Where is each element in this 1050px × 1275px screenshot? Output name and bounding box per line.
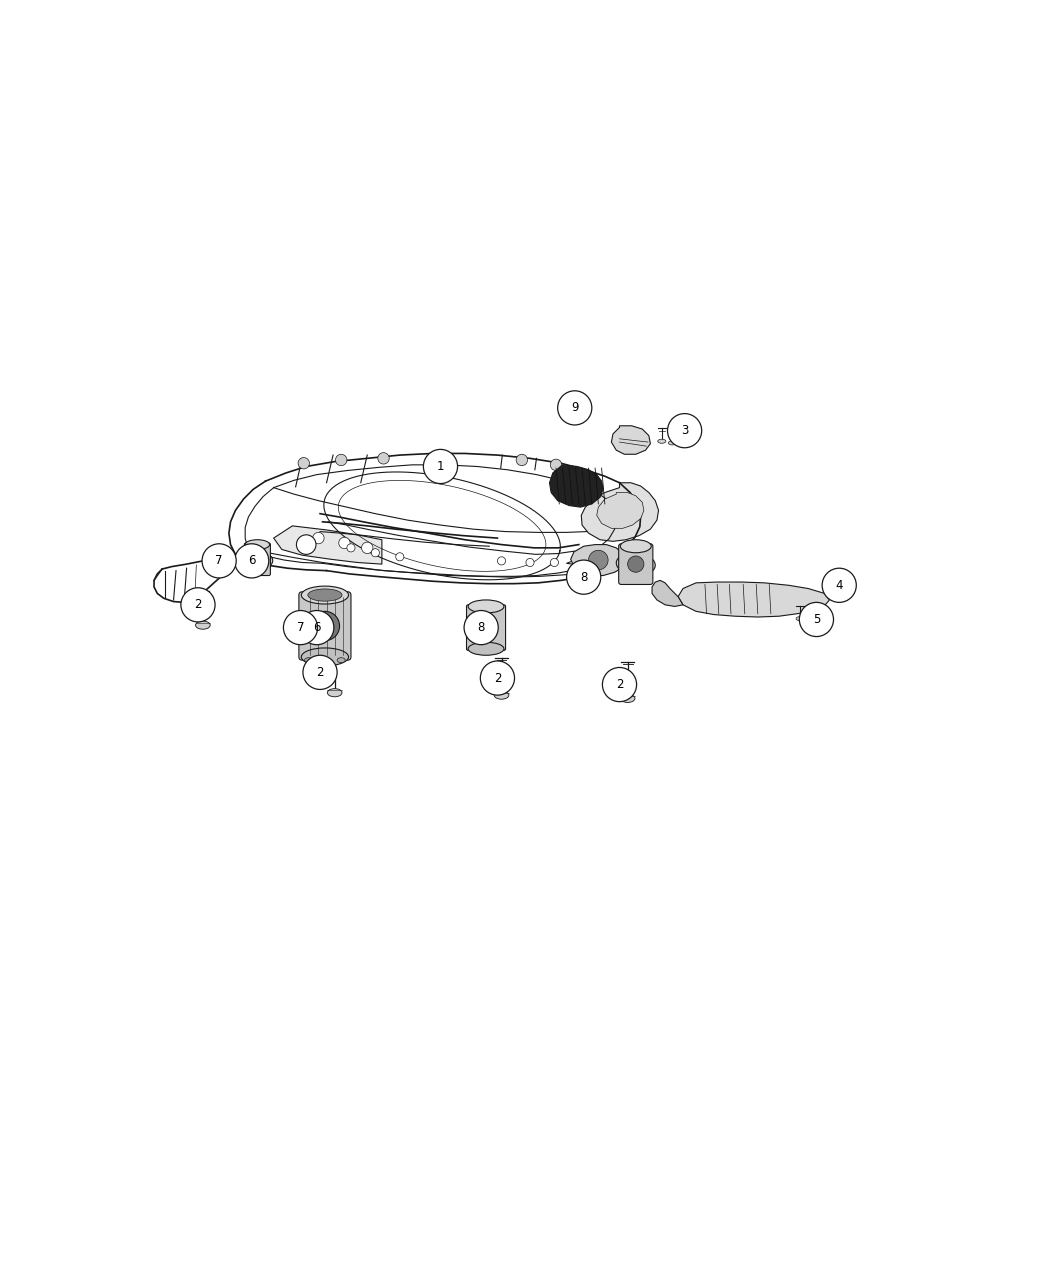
Polygon shape <box>571 544 626 575</box>
Circle shape <box>251 553 264 566</box>
Text: 6: 6 <box>313 621 320 634</box>
Circle shape <box>567 560 601 594</box>
Polygon shape <box>611 426 650 454</box>
Polygon shape <box>596 492 644 528</box>
Text: 3: 3 <box>680 425 689 437</box>
Polygon shape <box>678 581 830 617</box>
Text: 2: 2 <box>316 666 323 678</box>
FancyBboxPatch shape <box>618 543 653 584</box>
Circle shape <box>372 548 379 557</box>
Text: 8: 8 <box>580 571 587 584</box>
Circle shape <box>603 668 636 701</box>
Text: 8: 8 <box>478 621 485 634</box>
Ellipse shape <box>246 539 270 550</box>
Ellipse shape <box>304 658 313 663</box>
Ellipse shape <box>328 688 342 696</box>
Circle shape <box>284 611 317 645</box>
Ellipse shape <box>495 691 509 699</box>
Circle shape <box>423 449 458 483</box>
Ellipse shape <box>822 621 831 625</box>
Polygon shape <box>652 580 682 607</box>
Circle shape <box>396 553 404 561</box>
Circle shape <box>339 537 350 548</box>
Ellipse shape <box>796 617 804 621</box>
Polygon shape <box>274 525 382 564</box>
FancyBboxPatch shape <box>466 604 506 650</box>
Ellipse shape <box>242 550 273 569</box>
Text: 6: 6 <box>248 555 255 567</box>
Ellipse shape <box>657 439 666 444</box>
Circle shape <box>336 454 346 465</box>
Text: 2: 2 <box>194 598 202 611</box>
Circle shape <box>299 611 334 645</box>
Circle shape <box>628 556 644 572</box>
Circle shape <box>498 557 506 565</box>
Ellipse shape <box>621 695 635 703</box>
Polygon shape <box>549 465 603 507</box>
Polygon shape <box>582 483 658 542</box>
Circle shape <box>668 413 701 448</box>
Ellipse shape <box>810 620 817 623</box>
Ellipse shape <box>195 621 210 630</box>
Circle shape <box>550 459 562 470</box>
Circle shape <box>589 551 608 570</box>
Circle shape <box>202 543 236 578</box>
Circle shape <box>313 533 324 543</box>
Circle shape <box>298 458 310 469</box>
FancyBboxPatch shape <box>299 592 351 660</box>
Circle shape <box>361 542 373 553</box>
Text: 7: 7 <box>297 621 304 634</box>
Ellipse shape <box>308 589 342 601</box>
Ellipse shape <box>321 658 329 663</box>
Text: 9: 9 <box>571 402 579 414</box>
Circle shape <box>464 611 499 645</box>
Ellipse shape <box>468 643 504 655</box>
Circle shape <box>296 534 316 555</box>
Circle shape <box>346 543 355 552</box>
Circle shape <box>311 611 339 640</box>
Ellipse shape <box>616 552 655 575</box>
Circle shape <box>480 660 514 695</box>
Text: 7: 7 <box>215 555 223 567</box>
Ellipse shape <box>669 441 676 445</box>
FancyBboxPatch shape <box>245 543 271 575</box>
Text: 2: 2 <box>615 678 624 691</box>
Text: 5: 5 <box>813 613 820 626</box>
Circle shape <box>558 391 592 425</box>
Circle shape <box>234 543 269 578</box>
Circle shape <box>799 602 834 636</box>
Circle shape <box>550 558 559 566</box>
Circle shape <box>517 454 527 465</box>
Ellipse shape <box>301 586 349 604</box>
Ellipse shape <box>337 658 345 663</box>
Circle shape <box>526 558 534 566</box>
Circle shape <box>822 569 857 602</box>
Circle shape <box>476 617 497 639</box>
Ellipse shape <box>621 539 651 553</box>
Text: 4: 4 <box>836 579 843 592</box>
Text: 1: 1 <box>437 460 444 473</box>
Ellipse shape <box>301 648 349 666</box>
Ellipse shape <box>468 601 504 613</box>
Circle shape <box>303 655 337 690</box>
Circle shape <box>378 453 390 464</box>
Circle shape <box>181 588 215 622</box>
Text: 2: 2 <box>494 672 501 685</box>
